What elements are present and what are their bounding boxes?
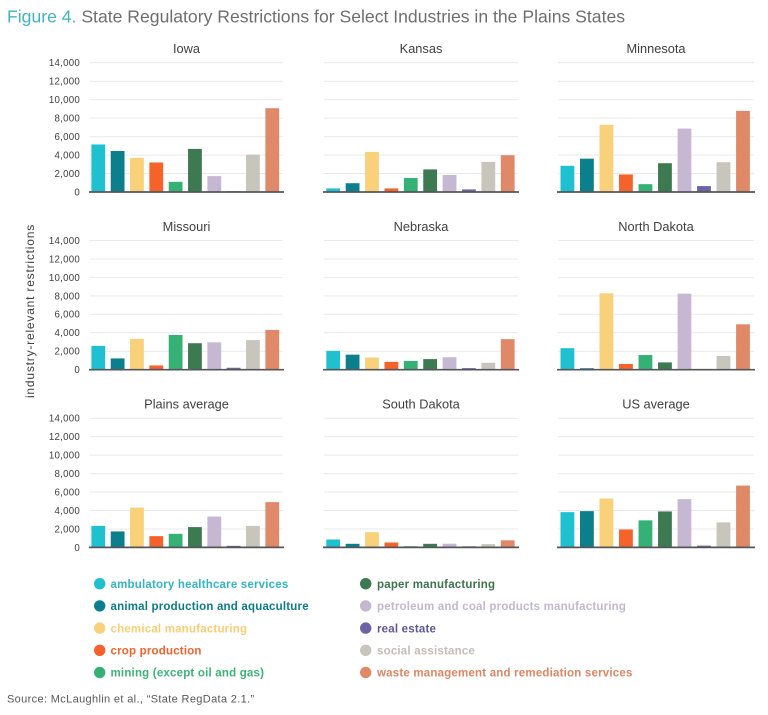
svg-text:0: 0 [74, 187, 80, 198]
svg-text:8,000: 8,000 [55, 291, 81, 302]
svg-text:4,000: 4,000 [55, 150, 81, 161]
svg-text:0: 0 [74, 365, 80, 376]
svg-text:2,000: 2,000 [55, 169, 81, 180]
svg-text:Nebraska: Nebraska [394, 219, 450, 234]
svg-text:6,000: 6,000 [55, 132, 81, 143]
svg-text:8,000: 8,000 [55, 469, 81, 480]
svg-text:2,000: 2,000 [55, 524, 81, 535]
svg-text:6,000: 6,000 [55, 487, 81, 498]
svg-text:real estate: real estate [377, 623, 436, 635]
svg-text:Source: McLaughlin et al., “St: Source: McLaughlin et al., “State RegDat… [7, 694, 255, 706]
svg-text:4,000: 4,000 [55, 506, 81, 517]
svg-text:12,000: 12,000 [49, 77, 80, 88]
svg-text:Missouri: Missouri [163, 219, 211, 234]
svg-text:industry-relevant restrictions: industry-relevant restrictions [23, 224, 37, 398]
svg-text:crop production: crop production [111, 646, 202, 658]
svg-text:petroleum and coal products ma: petroleum and coal products manufacturin… [377, 601, 626, 613]
svg-text:Kansas: Kansas [400, 41, 443, 56]
svg-text:0: 0 [74, 543, 80, 554]
svg-text:14,000: 14,000 [49, 414, 80, 425]
svg-text:10,000: 10,000 [49, 95, 80, 106]
svg-text:14,000: 14,000 [49, 236, 80, 247]
svg-text:10,000: 10,000 [49, 451, 80, 462]
svg-text:12,000: 12,000 [49, 432, 80, 443]
svg-text:US average: US average [622, 397, 690, 412]
svg-text:chemical manufacturing: chemical manufacturing [111, 623, 248, 635]
svg-text:animal production and aquacult: animal production and aquaculture [111, 601, 309, 613]
svg-text:Minnesota: Minnesota [626, 41, 686, 56]
svg-text:6,000: 6,000 [55, 310, 81, 321]
svg-text:ambulatory healthcare services: ambulatory healthcare services [111, 579, 289, 591]
svg-text:Figure 4. State Regulatory Res: Figure 4. State Regulatory Restrictions … [7, 7, 625, 27]
svg-text:10,000: 10,000 [49, 273, 80, 284]
svg-text:8,000: 8,000 [55, 114, 81, 125]
svg-text:North Dakota: North Dakota [618, 219, 694, 234]
svg-text:mining (except oil and gas): mining (except oil and gas) [111, 668, 265, 680]
svg-text:waste management and remediati: waste management and remediation service… [376, 668, 633, 680]
svg-text:South Dakota: South Dakota [382, 397, 460, 412]
svg-text:12,000: 12,000 [49, 254, 80, 265]
svg-text:Iowa: Iowa [173, 41, 201, 56]
svg-text:social assistance: social assistance [377, 646, 475, 658]
svg-text:4,000: 4,000 [55, 328, 81, 339]
svg-text:paper manufacturing: paper manufacturing [377, 579, 495, 591]
svg-text:14,000: 14,000 [49, 58, 80, 69]
svg-text:2,000: 2,000 [55, 347, 81, 358]
svg-text:Plains average: Plains average [144, 397, 229, 412]
